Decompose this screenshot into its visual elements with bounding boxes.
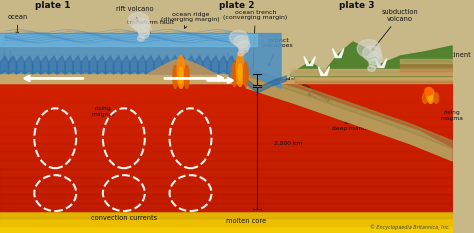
Text: rising
magma: rising magma (91, 106, 114, 117)
Ellipse shape (238, 64, 242, 81)
Polygon shape (304, 56, 315, 65)
Text: subduction
volcano: subduction volcano (372, 9, 419, 51)
Text: extinct
volcanoes: extinct volcanoes (262, 38, 294, 66)
Text: © Encyclopaedia Britannica, Inc.: © Encyclopaedia Britannica, Inc. (370, 224, 450, 230)
Text: low-velocity
layer: low-velocity layer (298, 82, 331, 109)
Polygon shape (375, 58, 387, 68)
Ellipse shape (368, 65, 375, 72)
Text: plate 3: plate 3 (339, 1, 375, 10)
Polygon shape (0, 73, 452, 158)
Text: hot-spot
volcano: hot-spot volcano (206, 38, 234, 62)
Text: ocean: ocean (8, 14, 28, 35)
Text: continent: continent (440, 52, 472, 58)
Ellipse shape (239, 46, 248, 53)
Text: plate 2: plate 2 (219, 1, 254, 10)
Ellipse shape (243, 62, 248, 86)
Ellipse shape (357, 40, 380, 58)
Ellipse shape (428, 94, 432, 101)
Polygon shape (0, 34, 281, 88)
Ellipse shape (137, 36, 145, 41)
Ellipse shape (369, 59, 381, 68)
Text: molten core: molten core (226, 218, 266, 224)
Text: ocean ridge
(diverging margin): ocean ridge (diverging margin) (161, 12, 220, 28)
Ellipse shape (179, 67, 183, 83)
Text: plate 1: plate 1 (35, 1, 70, 10)
Ellipse shape (177, 55, 185, 88)
Text: solid
deep mantle: solid deep mantle (331, 120, 370, 131)
Ellipse shape (133, 18, 150, 32)
Ellipse shape (229, 30, 248, 45)
Ellipse shape (237, 41, 250, 50)
Text: ocean trench
(converging margin): ocean trench (converging margin) (223, 10, 287, 80)
Ellipse shape (234, 36, 249, 48)
Text: low-velocity
layer: low-velocity layer (2, 39, 13, 72)
Ellipse shape (422, 93, 427, 103)
Circle shape (425, 87, 432, 95)
Ellipse shape (139, 30, 149, 38)
Ellipse shape (427, 88, 434, 103)
Text: plate: plate (286, 77, 301, 82)
Text: convection currents: convection currents (91, 215, 157, 221)
Ellipse shape (184, 65, 189, 88)
Ellipse shape (137, 24, 151, 35)
Polygon shape (281, 72, 452, 83)
Text: 70 km: 70 km (271, 78, 290, 83)
Ellipse shape (236, 51, 244, 86)
Ellipse shape (232, 62, 237, 86)
Text: 2,800 km: 2,800 km (274, 141, 302, 146)
Ellipse shape (128, 13, 149, 29)
Text: rising
magma: rising magma (440, 110, 463, 121)
Ellipse shape (363, 46, 382, 61)
Polygon shape (318, 66, 329, 75)
Ellipse shape (238, 51, 244, 56)
Text: transform fault: transform fault (127, 20, 174, 45)
Ellipse shape (173, 65, 178, 88)
Text: rift volcano: rift volcano (117, 6, 154, 22)
Ellipse shape (367, 52, 383, 65)
Ellipse shape (434, 93, 439, 103)
Polygon shape (332, 48, 344, 58)
